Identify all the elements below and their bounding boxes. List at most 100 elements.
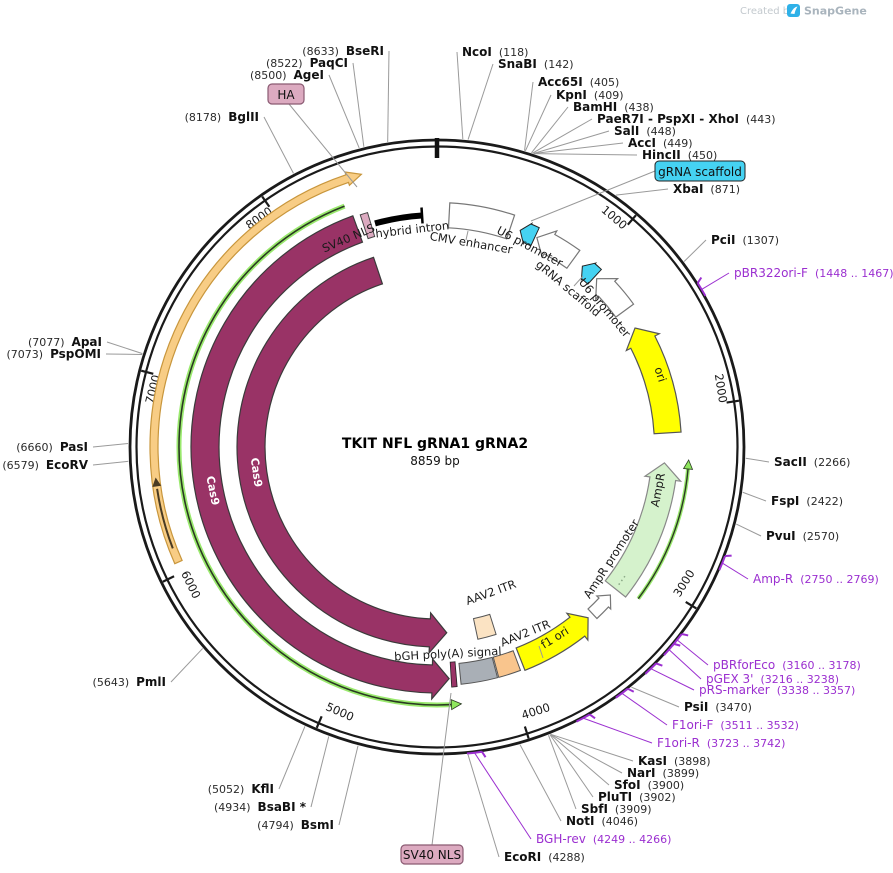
enzyme-label-kasi: KasI (3898) <box>638 754 711 768</box>
enzyme-label-bsabi: (4934) BsaBI * <box>214 800 307 814</box>
scale-tick-8000 <box>261 195 271 208</box>
enzyme-label-pvui: PvuI (2570) <box>766 529 839 543</box>
primer-line-bgh-rev <box>474 752 532 840</box>
primer-tick-pbr322ori-f <box>696 282 707 297</box>
primer-tick-f1ori-f <box>615 687 629 699</box>
primer-tick-hook-pgex-3 <box>673 642 681 647</box>
ha-callout-label: HA <box>277 88 295 102</box>
primer-label-pbr322ori-f: pBR322ori-F (1448 .. 1467) <box>734 266 893 280</box>
enzyme-line-pasi <box>92 443 129 448</box>
enzyme-line-kpni <box>524 94 552 152</box>
sv40-nls-callout-line <box>431 692 452 846</box>
enzyme-label-paer7i-pspxi-xhoi: PaeR7I - PspXI - XhoI (443) <box>597 112 776 126</box>
enzyme-label-xbai: XbaI (871) <box>673 182 740 196</box>
enzyme-line-sacii <box>745 457 770 463</box>
label-cas9-inner: Cas9 <box>248 457 265 488</box>
snapgene-watermark: Created by SnapGene <box>740 4 867 18</box>
enzyme-line-sbfi <box>548 735 577 810</box>
enzyme-label-snabi: SnaBI (142) <box>498 57 574 71</box>
enzyme-label-pmli: (5643) PmlI <box>93 675 166 689</box>
scale-tick-label-2000: 2000 <box>712 373 730 404</box>
enzyme-label-bseri: (8633) BseRI <box>302 44 384 58</box>
scale-tick-6000 <box>162 575 175 583</box>
primer-line-pgex-3 <box>668 649 702 680</box>
enzyme-label-kpni: KpnI (409) <box>556 88 624 102</box>
plasmid-title-block: TKIT NFL gRNA1 gRNA2 8859 bp <box>342 436 528 468</box>
enzyme-line-kasi <box>550 733 634 762</box>
enzyme-line-ncoi <box>456 51 464 140</box>
orf-orange-arc <box>149 171 363 565</box>
enzyme-line-pvui <box>736 523 762 537</box>
enzyme-label-noti: NotI (4046) <box>566 814 638 828</box>
primer-tick-hook-pbr322ori-f <box>696 276 703 284</box>
watermark-created-by: Created by <box>740 6 795 17</box>
scale-tick-4000 <box>523 726 530 739</box>
enzyme-label-sbfi: SbfI (3909) <box>581 802 652 816</box>
enzyme-line-fspi <box>742 491 767 502</box>
primer-line-prs-marker <box>650 668 695 691</box>
primer-tick-f1ori-r <box>576 713 591 723</box>
primer-tick-hook-f1ori-f <box>627 687 635 693</box>
enzyme-line-pcii <box>683 239 707 262</box>
grna-scaffold-callout-label: gRNA scaffold <box>658 165 742 179</box>
scale-tick-label-4000: 4000 <box>520 700 552 722</box>
enzyme-label-fspi: FspI (2422) <box>771 494 843 508</box>
feature-grna-scaffold-1 <box>519 222 540 247</box>
label-bgh-polya: bGH poly(A) signal <box>394 644 502 664</box>
primer-tick-hook-pbrforeco <box>681 633 689 637</box>
feature-f1-ori <box>515 612 589 672</box>
enzyme-line-ecori <box>467 754 500 858</box>
enzyme-line-acci <box>533 142 624 155</box>
feature-cas9-inner <box>236 256 448 655</box>
orf-green-ampr-arrowhead <box>682 459 694 470</box>
enzyme-label-pcii: PciI (1307) <box>711 233 779 247</box>
scale-tick-label-3000: 3000 <box>670 567 697 599</box>
sv40-nls-callout-box <box>400 844 464 865</box>
enzyme-label-apai: (7077) ApaI <box>28 335 102 349</box>
scale-tick-7000 <box>140 369 154 375</box>
snapgene-logo-icon <box>787 4 800 17</box>
enzyme-label-ncoi: NcoI (118) <box>462 45 528 59</box>
primer-tick-amp-r <box>718 555 726 571</box>
scale-tick-label-1000: 1000 <box>599 203 630 233</box>
scale-tick-3000 <box>685 600 697 610</box>
ampr-tail-dots <box>617 575 626 587</box>
enzyme-label-bsmi: (4794) BsmI <box>257 818 334 832</box>
feature-ampr-promoter <box>587 594 612 620</box>
primer-label-prs-marker: pRS-marker (3338 .. 3357) <box>699 683 855 697</box>
primer-line-f1ori-f <box>621 692 668 726</box>
enzyme-line-bseri <box>387 50 390 142</box>
primer-tick-pgex-3 <box>663 643 675 656</box>
primer-line-f1ori-r <box>582 717 653 744</box>
enzyme-line-apai <box>106 341 143 355</box>
hybrid-intron-end-cap <box>420 207 424 224</box>
feature-grna-scaffold-2 <box>580 262 603 285</box>
scale-tick-1000 <box>626 214 637 226</box>
scale-tick-label-5000: 5000 <box>324 700 356 724</box>
enzyme-label-sali: SalI (448) <box>614 124 676 138</box>
feature-aav2-itr-1 <box>472 613 497 640</box>
feature-u6-promoter-1 <box>536 229 581 270</box>
feature-cmv-enhancer <box>447 202 516 240</box>
enzyme-label-sacii: SacII (2266) <box>774 455 850 469</box>
scale-tick-label-6000: 6000 <box>178 568 203 600</box>
primer-label-pgex-3: pGEX 3' (3216 .. 3238) <box>706 672 839 686</box>
cmv-connector-line <box>465 230 469 241</box>
feature-aav2-itr-2 <box>492 650 522 678</box>
enzyme-label-bamhi: BamHI (438) <box>573 100 654 114</box>
orf-orange-arrowhead <box>152 477 162 488</box>
primer-tick-hook-f1ori-r <box>589 713 596 720</box>
primer-label-f1ori-f: F1ori-F (3511 .. 3532) <box>672 718 799 732</box>
plasmid-drawing: 10002000300040005000600070008000Cas9Cas9… <box>2 44 893 865</box>
primer-line-pbrforeco <box>676 639 709 666</box>
enzyme-label-bglii: (8178) BglII <box>185 110 259 124</box>
label-cas9-outer: Cas9 <box>203 475 221 507</box>
feature-bgh-polya <box>458 656 499 685</box>
orf-orange-direction-line <box>156 488 174 549</box>
feature-ori <box>625 327 682 435</box>
enzyme-label-pspomi: (7073) PspOMI <box>6 347 101 361</box>
primer-label-bgh-rev: BGH-rev (4249 .. 4266) <box>536 832 671 846</box>
enzyme-label-nari: NarI (3899) <box>627 766 699 780</box>
